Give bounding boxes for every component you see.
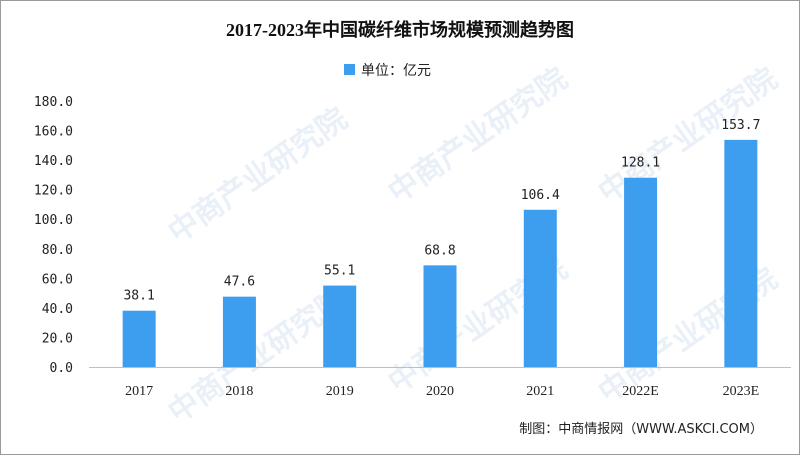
bars — [122, 139, 758, 367]
y-tick-label: 120.0 — [34, 184, 73, 199]
bar-value-label: 55.1 — [324, 264, 355, 279]
x-tick-label: 2017 — [125, 384, 153, 399]
x-axis: 2017 2018 2019 2020 2021 2022E 2023E — [89, 367, 791, 399]
y-tick-label: 40.0 — [42, 302, 73, 317]
bar — [222, 296, 256, 367]
bar — [724, 139, 758, 367]
bar-value-label: 106.4 — [521, 188, 560, 203]
bar — [122, 310, 156, 367]
bar-value-label: 153.7 — [721, 118, 760, 133]
legend-swatch — [344, 64, 355, 75]
x-tick-label: 2022E — [622, 384, 659, 399]
x-tick-label: 2019 — [326, 384, 354, 399]
x-tick-label: 2018 — [225, 384, 253, 399]
source-note: 制图：中商情报网（WWW.ASKCI.COM） — [519, 422, 763, 437]
bar-value-label: 68.8 — [424, 243, 455, 258]
y-tick-label: 60.0 — [42, 272, 73, 287]
y-tick-label: 20.0 — [42, 331, 73, 346]
bar-value-label: 38.1 — [123, 289, 154, 304]
bar — [323, 285, 357, 367]
y-tick-label: 160.0 — [34, 125, 73, 140]
y-tick-label: 180.0 — [34, 95, 73, 110]
x-tick-label: 2023E — [723, 384, 760, 399]
data-labels: 38.1 47.6 55.1 68.8 106.4 128.1 153.7 — [123, 118, 760, 304]
y-tick-label: 80.0 — [42, 243, 73, 258]
legend-label: 单位：亿元 — [361, 63, 431, 79]
bar — [624, 177, 658, 367]
bar-value-label: 47.6 — [224, 275, 255, 290]
x-tick-label: 2020 — [426, 384, 454, 399]
y-tick-label: 140.0 — [34, 154, 73, 169]
bar — [523, 209, 557, 367]
x-tick-label: 2021 — [526, 384, 554, 399]
y-axis: 0.0 20.0 40.0 60.0 80.0 100.0 120.0 140.0 160.0 1… — [34, 95, 73, 376]
chart-title: 2017-2023年中国碳纤维市场规模预测趋势图 — [226, 19, 574, 40]
bar — [423, 265, 457, 367]
y-tick-label: 100.0 — [34, 213, 73, 228]
y-tick-label: 0.0 — [50, 361, 73, 376]
bar-value-label: 128.1 — [621, 156, 660, 171]
